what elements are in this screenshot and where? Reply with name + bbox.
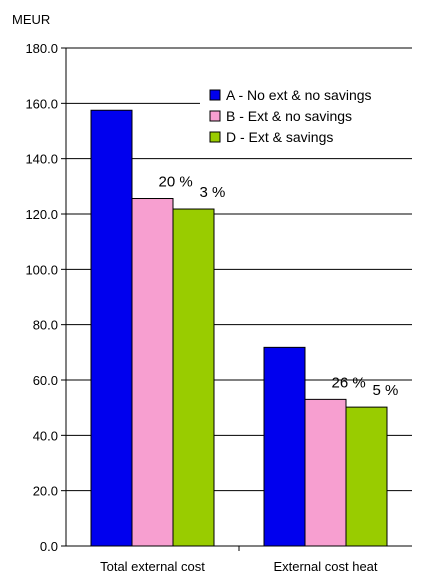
legend-box [200,80,414,151]
bar-3-2 [345,406,388,547]
legend: A - No ext & no savings B - Ext & no savi… [200,80,414,151]
legend-label: D - Ext & savings [226,129,333,145]
bar-3-1 [172,208,215,547]
bar-1-1 [90,109,133,547]
axes [61,47,412,551]
percent-annotation: 26 % [332,374,366,391]
y-tick-label: 60.0 [33,373,58,388]
legend-swatch [209,89,221,101]
bar-2-1 [131,198,174,547]
y-tick-label: 80.0 [33,318,58,333]
y-tick-label: 140.0 [25,152,58,167]
bar-1-2 [263,346,306,547]
bar-2-2 [304,398,347,547]
y-tick-label: 100.0 [25,262,58,277]
category-label: External cost heat [273,559,377,573]
y-tick-label: 120.0 [25,207,58,222]
y-tick-labels: 0.0 20.0 40.0 60.0 80.0 100.0 120.0 140.0 160.0 1… [25,41,58,554]
y-tick-label: 20.0 [33,484,58,499]
percent-annotation: 3 % [200,184,226,201]
y-tick-label: 40.0 [33,428,58,443]
unit-label: MEUR [12,12,50,27]
percent-annotation: 20 % [159,174,193,191]
bars-group [90,109,388,547]
y-tick-label: 180.0 [25,41,58,56]
category-labels: Total external cost External cost heat [100,559,378,573]
y-tick-label: 0.0 [40,539,58,554]
legend-label: B - Ext & no savings [226,108,352,124]
legend-swatch [209,131,221,143]
category-label: Total external cost [100,559,205,573]
legend-label: A - No ext & no savings [226,87,372,103]
percent-annotation: 5 % [373,382,399,399]
annotations: 20 % 3 % 26 % 5 % [159,174,399,400]
y-tick-label: 160.0 [25,96,58,111]
legend-swatch [209,110,221,122]
